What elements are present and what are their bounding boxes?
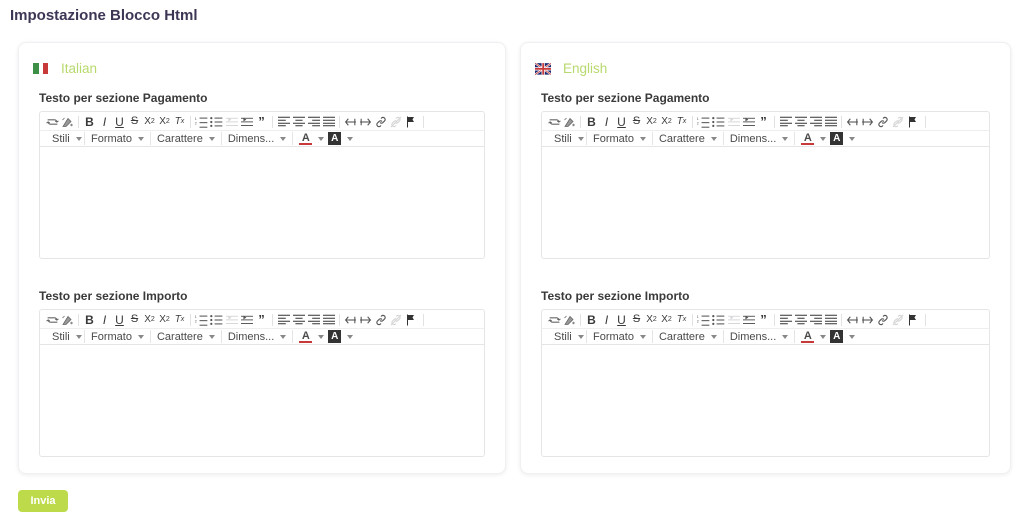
svg-text:1: 1 bbox=[697, 117, 699, 121]
svg-text:2: 2 bbox=[195, 319, 197, 323]
svg-text:2: 2 bbox=[697, 121, 699, 125]
svg-text:2: 2 bbox=[697, 319, 699, 323]
svg-text:1: 1 bbox=[195, 315, 197, 319]
svg-text:1: 1 bbox=[697, 315, 699, 319]
svg-text:1: 1 bbox=[195, 117, 197, 121]
svg-text:2: 2 bbox=[195, 121, 197, 125]
